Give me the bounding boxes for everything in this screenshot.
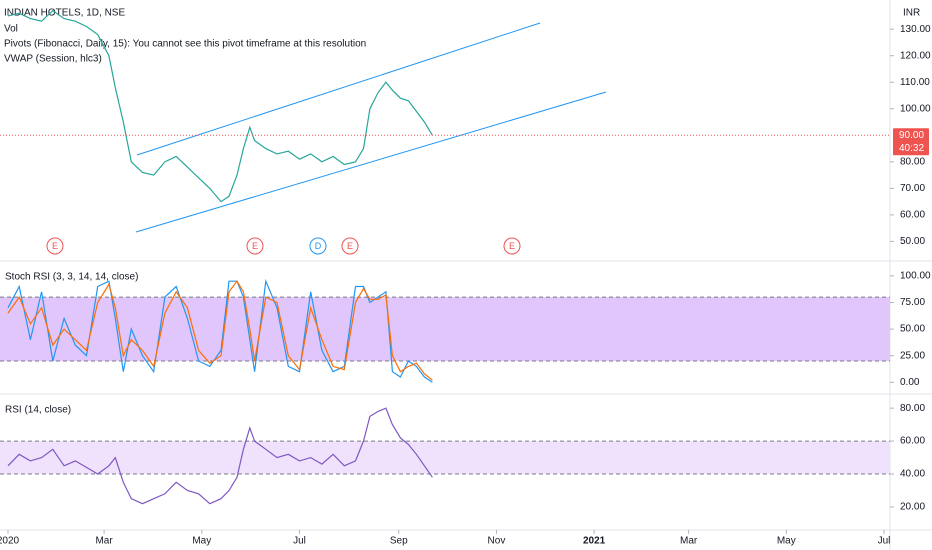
y-tick-label: 75.00 <box>900 297 925 308</box>
panel-title: RSI (14, close) <box>5 405 71 416</box>
x-tick-label: May <box>777 536 796 547</box>
currency: INR <box>903 8 920 19</box>
x-tick-label: May <box>192 536 211 547</box>
series-line <box>7 280 433 381</box>
y-tick-label: 0.00 <box>900 377 920 388</box>
y-tick-label: 110.00 <box>900 77 930 88</box>
y-tick-label: 60.00 <box>900 436 925 447</box>
y-tick-label: 50.00 <box>900 324 925 335</box>
event-label: D <box>315 241 322 251</box>
band <box>0 441 890 475</box>
y-tick-label: 80.00 <box>900 156 925 167</box>
legend-vwap: VWAP (Session, hlc3) <box>4 54 102 65</box>
y-tick-label: 50.00 <box>900 236 925 247</box>
series-line <box>7 407 433 505</box>
event-marker <box>46 237 64 255</box>
y-tick-label: 100.00 <box>900 103 931 114</box>
x-tick-label: 2021 <box>583 536 606 547</box>
last-price-box <box>893 128 929 156</box>
legend-pivots: Pivots (Fibonacci, Daily, 15): You canno… <box>4 39 366 50</box>
legend-vol: Vol <box>4 24 18 35</box>
x-tick-label: Nov <box>488 536 506 547</box>
legend-symbol: INDIAN HOTELS, 1D, NSE <box>4 8 125 19</box>
y-tick-label: 80.00 <box>900 403 925 414</box>
channel-lower <box>135 91 607 233</box>
event-label: E <box>52 241 58 251</box>
event-label: E <box>509 241 515 251</box>
x-tick-label: Jul <box>293 536 306 547</box>
series-line <box>7 9 433 203</box>
y-tick-label: 20.00 <box>900 502 925 513</box>
x-tick-label: 2020 <box>0 536 20 547</box>
last-price-label: 90.00 <box>899 130 924 141</box>
x-tick-label: Sep <box>390 536 408 547</box>
panel-title: Stoch RSI (3, 3, 14, 14, close) <box>5 272 138 283</box>
event-marker <box>246 237 264 255</box>
event-label: E <box>347 241 353 251</box>
y-tick-label: 60.00 <box>900 210 925 221</box>
event-marker <box>309 237 327 255</box>
x-tick-label: Mar <box>680 536 698 547</box>
x-tick-label: Jul <box>878 536 891 547</box>
event-label: E <box>252 241 258 251</box>
event-marker <box>503 237 521 255</box>
x-tick-label: Mar <box>95 536 113 547</box>
y-tick-label: 70.00 <box>900 183 925 194</box>
y-tick-label: 130.00 <box>900 24 931 35</box>
band <box>0 297 890 362</box>
channel-upper <box>136 22 541 156</box>
y-tick-label: 100.00 <box>900 270 931 281</box>
y-tick-label: 40.00 <box>900 469 925 480</box>
countdown: 40:32 <box>899 143 924 154</box>
y-tick-label: 120.00 <box>900 50 931 61</box>
event-marker <box>341 237 359 255</box>
y-tick-label: 25.00 <box>900 350 925 361</box>
